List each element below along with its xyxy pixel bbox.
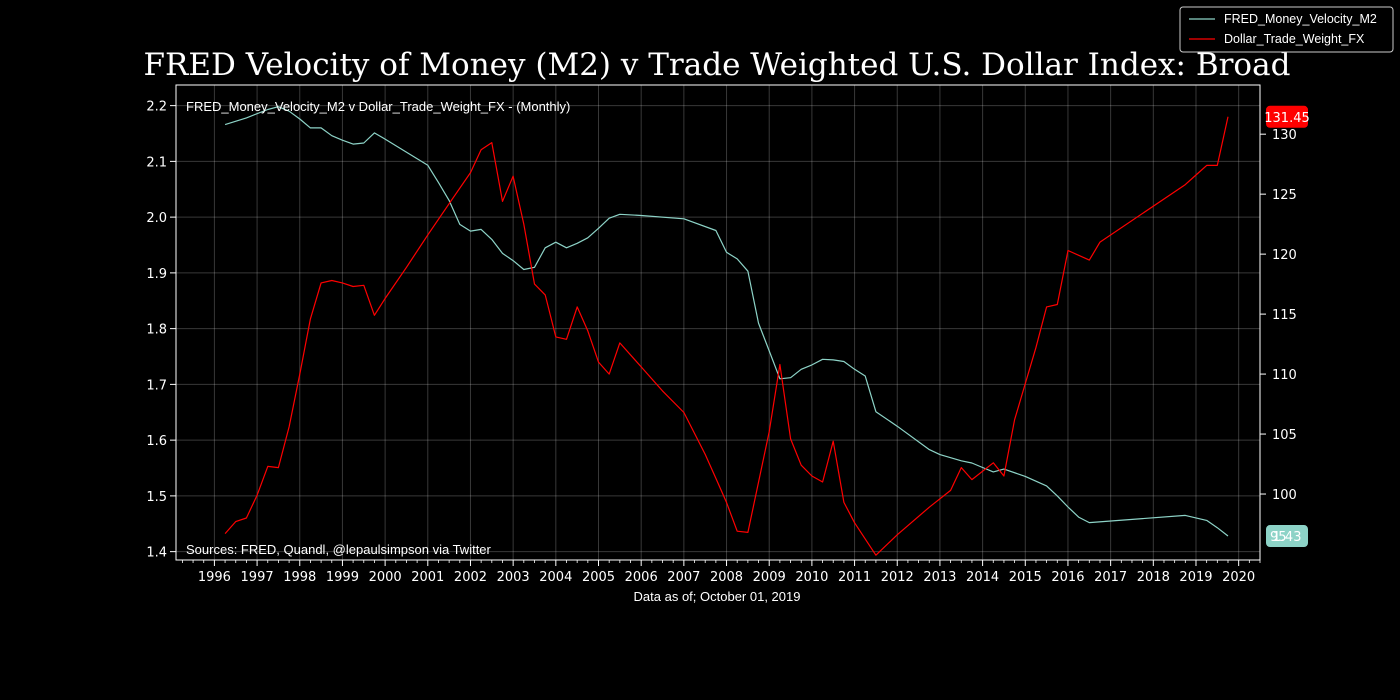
x-tick-label: 2012 xyxy=(881,570,914,585)
x-tick-label: 2000 xyxy=(369,570,402,585)
last-value-badge xyxy=(1266,525,1308,548)
y-right-tick-label: 120 xyxy=(1272,248,1297,263)
x-tick-label: 2001 xyxy=(411,570,444,585)
x-tick-label: 2008 xyxy=(710,570,743,585)
legend-box xyxy=(1179,6,1394,53)
series-line-dollar xyxy=(224,116,1229,556)
x-tick-label: 2015 xyxy=(1009,570,1042,585)
x-axis-label: Data as of; October 01, 2019 xyxy=(634,589,801,604)
x-tick-label: 2020 xyxy=(1222,570,1255,585)
y-left-tick-label: 2.2 xyxy=(146,100,167,115)
last-value-badges: 131.45 951.43 xyxy=(1264,105,1310,548)
x-tick-label: 2003 xyxy=(497,570,530,585)
legend: FRED_Money_Velocity_M2 Dollar_Trade_Weig… xyxy=(1179,6,1394,53)
y-right-tick-label: 110 xyxy=(1272,368,1297,383)
x-tick-label: 2014 xyxy=(966,570,999,585)
y-right-tick-label: 125 xyxy=(1272,188,1297,203)
y-left-tick-label: 1.4 xyxy=(146,546,167,561)
source-note: Sources: FRED, Quandl, @lepaulsimpson vi… xyxy=(186,542,492,557)
y-left-tick-label: 1.7 xyxy=(146,378,167,393)
legend-label-velocity: FRED_Money_Velocity_M2 xyxy=(1224,12,1377,26)
series-line-velocity xyxy=(224,106,1229,537)
grid xyxy=(176,85,1260,560)
y-left-tick-label: 1.8 xyxy=(146,323,167,338)
last-value-badge xyxy=(1266,105,1308,128)
x-tick-label: 2007 xyxy=(667,570,700,585)
last-value-badge-overlap: 95 xyxy=(1270,530,1287,545)
x-tick-label: 1996 xyxy=(198,570,231,585)
y-right-tick-label: 115 xyxy=(1272,308,1297,323)
y-left-tick-label: 1.9 xyxy=(146,267,167,282)
y-left-tick-label: 1.5 xyxy=(146,490,167,505)
legend-label-dollar: Dollar_Trade_Weight_FX xyxy=(1224,32,1365,46)
x-tick-label: 2018 xyxy=(1137,570,1170,585)
plot-frame xyxy=(175,84,1261,561)
x-tick-label: 2009 xyxy=(753,570,786,585)
x-tick-label: 2019 xyxy=(1179,570,1212,585)
x-tick-label: 2016 xyxy=(1051,570,1084,585)
x-tick-label: 2011 xyxy=(838,570,871,585)
last-value-badge-label: 1.43 xyxy=(1273,530,1302,545)
series-layer xyxy=(224,106,1229,556)
last-value-badge-label: 131.45 xyxy=(1264,111,1310,126)
x-tick-label: 1998 xyxy=(283,570,316,585)
x-tick-label: 2005 xyxy=(582,570,615,585)
x-axis: 1996 1997 1998 1999 2000 2001 2002 2003 2004 2005… xyxy=(182,560,1261,585)
y-right-tick-label: 130 xyxy=(1272,128,1297,143)
y-axis-right: 100 105 110 115 120 125 130 xyxy=(1260,128,1297,503)
x-tick-label: 2013 xyxy=(923,570,956,585)
y-right-tick-label: 105 xyxy=(1272,428,1297,443)
x-tick-label: 1997 xyxy=(241,570,274,585)
y-axis-left: 1.4 1.5 1.6 1.7 1.8 1.9 2.0 2.1 2.2 xyxy=(146,100,176,561)
x-tick-label: 2010 xyxy=(795,570,828,585)
x-tick-label: 2017 xyxy=(1094,570,1127,585)
y-left-tick-label: 1.6 xyxy=(146,434,167,449)
y-left-tick-label: 2.0 xyxy=(146,211,167,226)
x-tick-label: 2006 xyxy=(625,570,658,585)
chart-subtitle: FRED_Money_Velocity_M2 v Dollar_Trade_We… xyxy=(186,99,570,114)
y-left-tick-label: 2.1 xyxy=(146,155,167,170)
chart-title: FRED Velocity of Money (M2) v Trade Weig… xyxy=(144,47,1291,83)
y-right-tick-label: 100 xyxy=(1272,488,1297,503)
x-tick-label: 2004 xyxy=(539,570,572,585)
x-tick-label: 1999 xyxy=(326,570,359,585)
x-tick-label: 2002 xyxy=(454,570,487,585)
